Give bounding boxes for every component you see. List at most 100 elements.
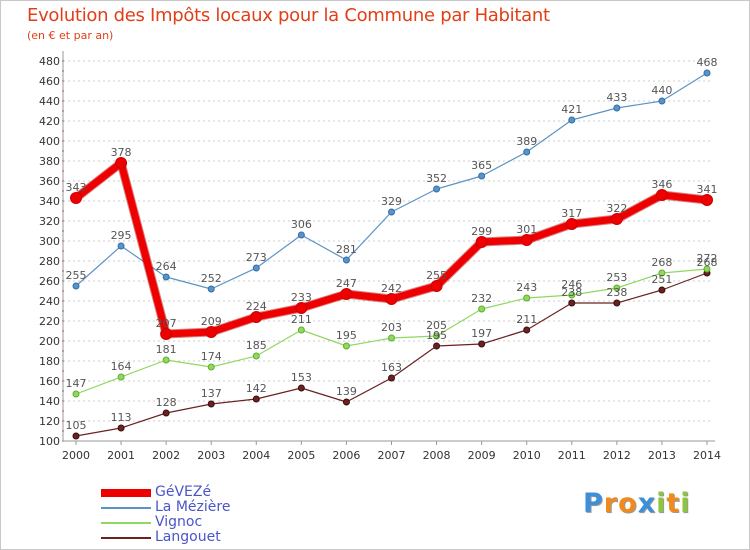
legend-item: GéVEZé — [101, 485, 230, 500]
data-label: 233 — [291, 291, 312, 304]
data-point — [520, 234, 533, 246]
x-tick-label: 2010 — [513, 449, 541, 462]
data-point — [207, 363, 215, 371]
data-label: 268 — [697, 256, 718, 269]
data-point — [207, 285, 215, 293]
legend-label: La Mézière — [155, 499, 231, 515]
data-point — [342, 342, 350, 350]
logo-letter: i — [680, 488, 691, 519]
data-label: 341 — [697, 183, 718, 196]
data-label: 147 — [66, 377, 87, 390]
series-2 — [72, 265, 711, 398]
y-tick-label: 240 — [39, 295, 60, 308]
data-point — [523, 148, 531, 156]
data-point — [388, 334, 395, 342]
data-point — [117, 373, 125, 381]
data-label: 113 — [111, 411, 132, 424]
data-point — [252, 395, 260, 403]
legend-label: Vignoc — [155, 514, 203, 530]
logo-letter: t — [666, 488, 681, 519]
data-label: 195 — [336, 329, 357, 342]
data-point — [433, 332, 441, 340]
data-label: 195 — [426, 329, 447, 342]
data-point — [655, 189, 668, 201]
logo-letter: o — [618, 488, 638, 519]
x-tick-label: 2003 — [197, 449, 225, 462]
logo-letter: x — [637, 488, 657, 519]
data-point — [703, 265, 711, 273]
data-point — [385, 293, 398, 305]
data-label: 299 — [471, 225, 492, 238]
data-label: 352 — [426, 172, 447, 185]
data-point — [117, 242, 125, 250]
data-label: 181 — [156, 343, 177, 356]
data-label: 185 — [246, 339, 267, 352]
plot-area — [63, 61, 713, 441]
legend-label: Langouet — [155, 529, 221, 545]
data-point — [565, 218, 578, 230]
data-label: 142 — [246, 382, 267, 395]
data-point — [72, 282, 80, 290]
data-point — [658, 97, 666, 105]
data-label: 211 — [516, 313, 537, 326]
data-point — [162, 273, 170, 281]
data-label: 238 — [606, 286, 627, 299]
x-tick-label: 2002 — [152, 449, 180, 462]
data-label: 247 — [336, 277, 357, 290]
data-label: 252 — [201, 272, 222, 285]
data-point — [613, 284, 621, 292]
data-point — [252, 352, 260, 360]
legend-line — [101, 521, 151, 524]
x-tick-label: 2012 — [603, 449, 631, 462]
data-label: 255 — [66, 269, 87, 282]
data-label: 421 — [561, 103, 582, 116]
data-point — [523, 326, 531, 334]
data-label: 389 — [516, 135, 537, 148]
data-label: 301 — [516, 223, 537, 236]
series-layer — [70, 69, 713, 440]
data-label: 232 — [471, 292, 492, 305]
proxiti-logo: Proxiti — [583, 488, 691, 519]
y-tick-label: 120 — [39, 415, 60, 428]
data-label: 329 — [381, 195, 402, 208]
grid-layer — [63, 60, 713, 442]
y-tick-label: 420 — [39, 115, 60, 128]
data-point — [433, 185, 441, 193]
y-tick-label: 180 — [39, 355, 60, 368]
data-point — [297, 384, 305, 392]
data-label: 174 — [201, 350, 222, 363]
data-point — [250, 311, 263, 323]
data-label: 255 — [426, 269, 447, 282]
y-tick-label: 160 — [39, 375, 60, 388]
y-tick-label: 300 — [39, 235, 60, 248]
data-label: 433 — [606, 91, 627, 104]
data-label: 295 — [111, 229, 132, 242]
data-label: 203 — [381, 321, 402, 334]
data-label: 253 — [606, 271, 627, 284]
data-point — [342, 398, 350, 406]
data-point — [658, 286, 666, 294]
data-point — [568, 291, 576, 299]
data-label: 211 — [291, 313, 312, 326]
data-label: 365 — [471, 159, 492, 172]
x-tick-label: 2011 — [558, 449, 586, 462]
data-point — [478, 305, 486, 313]
y-tick-label: 140 — [39, 395, 60, 408]
y-tick-label: 280 — [39, 255, 60, 268]
x-tick-label: 2014 — [693, 449, 721, 462]
data-point — [703, 69, 711, 77]
legend-item: Langouet — [101, 530, 230, 545]
data-point — [160, 328, 173, 340]
data-point — [72, 390, 80, 398]
data-point — [610, 213, 623, 225]
data-point — [568, 299, 576, 307]
axis-layer: 100 120 140 160 180 200 220 240 260 280 300 320 340 3… — [39, 51, 721, 462]
data-point — [115, 157, 128, 169]
legend-item: Vignoc — [101, 515, 230, 530]
data-point — [433, 342, 441, 350]
data-label: 273 — [246, 251, 267, 264]
data-point — [252, 264, 260, 272]
data-label: 346 — [651, 178, 672, 191]
data-label: 197 — [471, 327, 492, 340]
